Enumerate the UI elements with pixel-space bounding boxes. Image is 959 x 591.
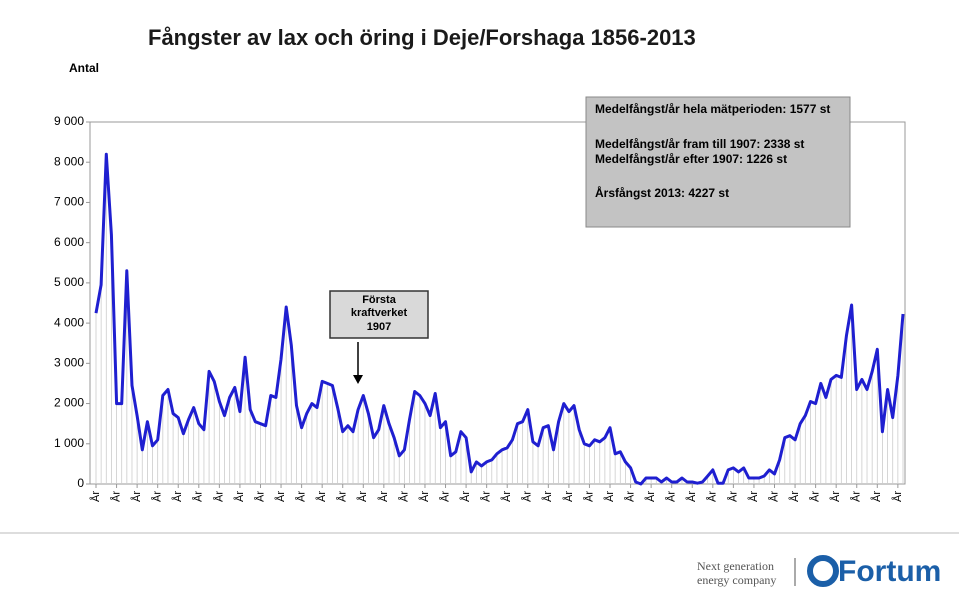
x-tick-label: År bbox=[685, 491, 698, 502]
x-tick-label: År bbox=[665, 491, 678, 502]
x-tick-label: År bbox=[212, 491, 225, 502]
x-tick-label: År bbox=[767, 491, 780, 502]
x-tick-label: År bbox=[192, 491, 205, 502]
x-tick-label: År bbox=[480, 491, 493, 502]
y-tick-label: 1 000 bbox=[54, 436, 84, 450]
annotation-text: Första bbox=[362, 294, 397, 306]
y-axis-label: Antal bbox=[69, 61, 99, 75]
arrow-head bbox=[353, 375, 363, 384]
tagline: Next generation bbox=[697, 559, 774, 573]
y-tick-label: 5 000 bbox=[54, 275, 84, 289]
x-tick-label: År bbox=[788, 491, 801, 502]
x-tick-label: År bbox=[459, 491, 472, 502]
chart-title: Fångster av lax och öring i Deje/Forshag… bbox=[148, 25, 696, 50]
x-tick-label: År bbox=[89, 491, 102, 502]
x-tick-label: År bbox=[726, 491, 739, 502]
x-tick-label: År bbox=[356, 491, 369, 502]
info-box bbox=[585, 96, 851, 228]
logo-text: Fortum bbox=[838, 555, 941, 588]
x-tick-label: År bbox=[109, 491, 122, 502]
x-tick-label: År bbox=[541, 491, 554, 502]
y-tick-label: 0 bbox=[77, 476, 84, 490]
y-tick-label: 9 000 bbox=[54, 114, 84, 128]
x-tick-label: År bbox=[706, 491, 719, 502]
y-tick-label: 7 000 bbox=[54, 195, 84, 209]
tagline: energy company bbox=[697, 573, 776, 587]
x-tick-label: År bbox=[438, 491, 451, 502]
y-tick-label: 4 000 bbox=[54, 315, 84, 329]
x-tick-label: År bbox=[891, 491, 904, 502]
y-tick-label: 2 000 bbox=[54, 396, 84, 410]
x-tick-label: År bbox=[521, 491, 534, 502]
info-line: Medelfångst/år fram till 1907: 2338 st bbox=[595, 137, 804, 151]
x-tick-label: År bbox=[850, 491, 863, 502]
annotation-text: 1907 bbox=[367, 321, 391, 333]
x-tick-label: År bbox=[500, 491, 513, 502]
annotation-text: kraftverket bbox=[351, 307, 408, 319]
x-tick-label: År bbox=[582, 491, 595, 502]
x-tick-label: År bbox=[274, 491, 287, 502]
x-tick-label: År bbox=[870, 491, 883, 502]
y-tick-label: 8 000 bbox=[54, 154, 84, 168]
x-tick-label: År bbox=[151, 491, 164, 502]
plot-frame bbox=[89, 121, 906, 485]
x-tick-label: År bbox=[253, 491, 266, 502]
x-tick-label: År bbox=[295, 491, 308, 502]
x-tick-label: År bbox=[809, 491, 822, 502]
info-line: Medelfångst/år hela mätperioden: 1577 st bbox=[595, 102, 830, 116]
x-tick-label: År bbox=[562, 491, 575, 502]
x-tick-label: År bbox=[397, 491, 410, 502]
x-tick-label: År bbox=[315, 491, 328, 502]
x-tick-label: År bbox=[233, 491, 246, 502]
x-tick-label: År bbox=[171, 491, 184, 502]
x-tick-label: År bbox=[644, 491, 657, 502]
info-line: Årsfångst 2013: 4227 st bbox=[595, 185, 729, 200]
x-tick-label: År bbox=[623, 491, 636, 502]
y-tick-label: 6 000 bbox=[54, 235, 84, 249]
logo-icon bbox=[807, 555, 839, 587]
y-tick-label: 3 000 bbox=[54, 356, 84, 370]
annotation-box bbox=[329, 290, 429, 339]
x-tick-label: År bbox=[603, 491, 616, 502]
x-tick-label: År bbox=[829, 491, 842, 502]
x-tick-label: År bbox=[377, 491, 390, 502]
x-tick-label: År bbox=[747, 491, 760, 502]
x-tick-label: År bbox=[418, 491, 431, 502]
data-line bbox=[94, 152, 905, 486]
x-tick-label: År bbox=[336, 491, 349, 502]
x-tick-label: År bbox=[130, 491, 143, 502]
info-line: Medelfångst/år efter 1907: 1226 st bbox=[595, 152, 787, 166]
